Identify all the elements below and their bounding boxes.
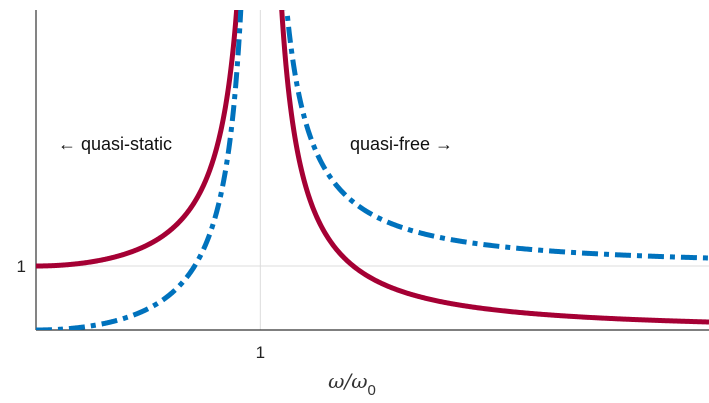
series-dashdot-branch-right: [284, 10, 709, 261]
annotation-quasi-static: ← quasi-static: [58, 134, 172, 154]
series-solid-branch-left: [36, 10, 240, 269]
x-tick-label: 1: [256, 343, 265, 362]
series-solid-branch-right: [279, 10, 709, 325]
axes: [35, 10, 709, 331]
y-tick-label: 1: [17, 257, 26, 276]
series-layer: [36, 10, 709, 330]
reference-lines: [36, 10, 709, 330]
series-dashdot-branch-left: [36, 10, 244, 330]
x-axis-label: ω/ω0: [328, 369, 376, 399]
annotation-quasi-free: quasi-free →: [350, 134, 453, 154]
x-axis-label-main: ω/ω: [328, 369, 367, 393]
x-axis-label-subscript: 0: [368, 382, 376, 399]
tick-labels: 11: [17, 257, 266, 362]
